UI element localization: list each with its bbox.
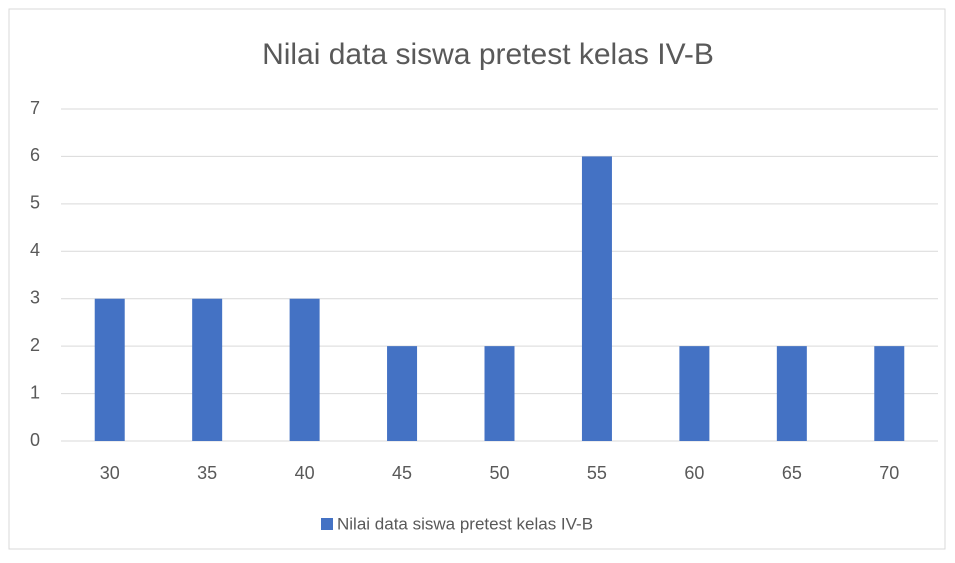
bar xyxy=(776,346,807,441)
chart-title: Nilai data siswa pretest kelas IV-B xyxy=(262,38,714,71)
y-tick-label: 0 xyxy=(30,430,40,450)
bar xyxy=(387,346,418,441)
x-tick-label: 60 xyxy=(684,463,704,483)
x-tick-label: 70 xyxy=(879,463,899,483)
legend-swatch xyxy=(321,518,333,530)
bar xyxy=(581,156,612,441)
y-tick-label: 4 xyxy=(30,240,40,260)
bar xyxy=(94,298,125,441)
y-tick-label: 1 xyxy=(30,382,40,402)
x-tick-label: 30 xyxy=(100,463,120,483)
bar xyxy=(874,346,905,441)
x-tick-label: 65 xyxy=(782,463,802,483)
legend-label: Nilai data siswa pretest kelas IV-B xyxy=(337,514,593,533)
chart-frame xyxy=(8,8,946,550)
x-tick-label: 40 xyxy=(295,463,315,483)
y-tick-label: 7 xyxy=(30,98,40,118)
x-tick-label: 55 xyxy=(587,463,607,483)
x-tick-label: 35 xyxy=(197,463,217,483)
y-tick-label: 5 xyxy=(30,193,40,213)
y-tick-label: 2 xyxy=(30,335,40,355)
bar xyxy=(192,298,223,441)
bar xyxy=(679,346,710,441)
bar xyxy=(289,298,320,441)
x-tick-label: 45 xyxy=(392,463,412,483)
y-tick-label: 3 xyxy=(30,287,40,307)
y-tick-label: 6 xyxy=(30,145,40,165)
bar xyxy=(484,346,515,441)
x-tick-label: 50 xyxy=(489,463,509,483)
